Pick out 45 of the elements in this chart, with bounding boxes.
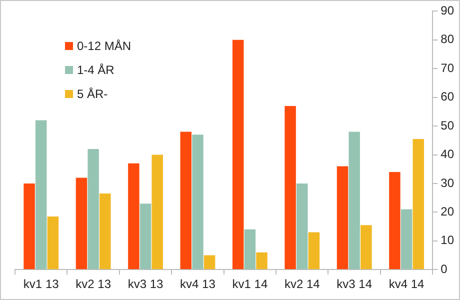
bar (232, 40, 244, 270)
bar (336, 166, 348, 270)
bar (152, 154, 163, 270)
y-tick-label: 20 (440, 204, 454, 218)
legend-label: 0-12 MÅN (77, 39, 132, 53)
bar (204, 255, 216, 270)
bar (192, 134, 204, 270)
bar (389, 172, 400, 270)
y-tick-label: 70 (440, 60, 454, 75)
bar (256, 252, 268, 270)
y-tick-label: 30 (440, 176, 454, 190)
legend-label: 5 ÅR- (77, 87, 108, 101)
y-tick-label: 10 (440, 233, 454, 248)
bar (100, 194, 111, 270)
bar (88, 149, 99, 270)
bar (296, 183, 308, 270)
x-tick-label: kv1 13 (23, 277, 60, 292)
bar (128, 163, 140, 270)
bar (284, 106, 296, 270)
bar (400, 209, 412, 270)
bar (76, 178, 88, 270)
bar (348, 132, 360, 270)
bar (180, 132, 192, 270)
x-tick-label: kv3 14 (336, 277, 372, 292)
x-tick-label: kv2 14 (284, 277, 320, 292)
bar (360, 225, 372, 270)
bar (140, 204, 152, 270)
y-tick-label: 50 (440, 118, 454, 132)
bar (24, 183, 35, 270)
bar (308, 232, 320, 270)
legend-label: 1-4 ÅR (77, 63, 114, 77)
y-tick-label: 40 (440, 147, 454, 162)
x-tick-label: kv4 13 (180, 277, 216, 292)
x-tick-label: kv2 13 (76, 277, 112, 292)
x-tick-label: kv4 14 (388, 277, 425, 292)
x-tick-label: kv3 13 (128, 277, 164, 292)
y-tick-label: 60 (440, 90, 454, 104)
y-tick-label: 90 (440, 4, 454, 18)
bar (412, 138, 424, 270)
bar (244, 229, 256, 270)
bar (47, 216, 59, 270)
y-tick-label: 0 (440, 262, 448, 276)
x-tick-label: kv1 14 (232, 277, 268, 292)
y-tick-label: 80 (440, 32, 454, 46)
bar (35, 120, 47, 270)
